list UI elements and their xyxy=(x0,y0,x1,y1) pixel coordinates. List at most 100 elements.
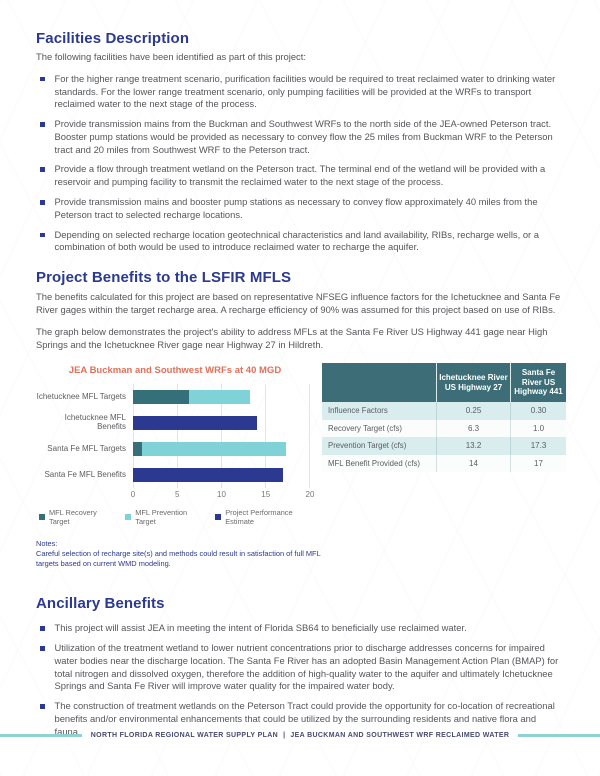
x-axis-tick-label: 0 xyxy=(130,490,136,500)
bar-track xyxy=(133,442,310,457)
table-header-cell-empty xyxy=(322,363,436,402)
bullet-text: Utilization of the treatment wetland to … xyxy=(54,642,559,692)
square-bullet-icon xyxy=(40,167,45,172)
row-label-cell: Influence Factors xyxy=(328,406,388,416)
table-row: Influence Factors 0.25 0.30 xyxy=(322,402,566,420)
notes-text: Careful selection of recharge site(s) an… xyxy=(36,549,321,569)
legend-swatch xyxy=(39,514,45,521)
value-cell: 14 xyxy=(436,454,510,473)
bar-segment xyxy=(133,390,189,405)
bar-category-label: Ichetucknee MFL Targets xyxy=(36,391,126,401)
bar-track xyxy=(133,416,310,431)
list-item: Provide a flow through treatment wetland… xyxy=(36,163,564,189)
bar-track xyxy=(133,390,310,405)
section-ancillary: Ancillary Benefits This project will ass… xyxy=(36,595,564,738)
benefits-paragraph-2: The graph below demonstrates the project… xyxy=(36,325,548,350)
row-label-cell: MFL Benefit Provided (cfs) xyxy=(328,458,421,468)
x-axis-tick-label: 5 xyxy=(175,490,180,500)
list-item: Depending on selected recharge location … xyxy=(36,229,564,255)
facilities-title: Facilities Description xyxy=(36,30,190,47)
notes-label: Notes: xyxy=(36,539,58,549)
bullet-text: Provide transmission mains from the Buck… xyxy=(54,118,553,155)
benefits-paragraph-1: The benefits calculated for this project… xyxy=(36,291,561,315)
table-header-cell-ichetucknee: Ichetucknee River US Highway 27 xyxy=(436,363,510,403)
table-row: MFL Benefit Provided (cfs) 14 17 xyxy=(322,454,566,473)
square-bullet-icon xyxy=(40,232,45,238)
footer-plan-name: NORTH FLORIDA REGIONAL WATER SUPPLY PLAN xyxy=(90,732,279,739)
section-benefits: Project Benefits to the LSFIR MFLS The b… xyxy=(36,269,564,351)
bar-segment xyxy=(188,390,250,405)
facilities-bullet-list: For the higher range treatment scenario,… xyxy=(36,73,564,254)
value-cell: 17.3 xyxy=(510,437,566,455)
table-header-cell-santafe: Santa Fe River US Highway 441 xyxy=(510,363,566,403)
legend-swatch xyxy=(125,514,132,521)
table-row: Prevention Target (cfs) 13.2 17.3 xyxy=(322,437,566,455)
legend-swatch xyxy=(215,514,222,521)
ancillary-title: Ancillary Benefits xyxy=(36,595,165,613)
bullet-text: This project will assist JEA in meeting … xyxy=(54,622,467,634)
legend-item: MFL Prevention Target xyxy=(125,508,202,526)
ancillary-bullet-list: This project will assist JEA in meeting … xyxy=(36,622,564,738)
legend-item: Project Performance Estimate xyxy=(215,508,314,526)
bar-category-label: Santa Fe MFL Targets xyxy=(47,443,126,453)
row-label-cell: Recovery Target (cfs) xyxy=(328,423,402,433)
x-axis-tick-label: 20 xyxy=(305,490,315,500)
bar-category-label: Ichetucknee MFL Benefits xyxy=(64,413,126,432)
value-cell: 0.25 xyxy=(436,402,510,420)
bullet-text: Provide transmission mains and booster p… xyxy=(54,196,538,220)
chart-x-axis: 0 5 10 15 20 xyxy=(130,488,315,501)
x-axis-tick-label: 15 xyxy=(261,490,271,500)
notes-block: Notes: Careful selection of recharge sit… xyxy=(36,539,564,569)
list-item: The construction of treatment wetlands o… xyxy=(36,700,564,738)
bullet-text: Depending on selected recharge location … xyxy=(54,228,539,253)
square-bullet-icon xyxy=(40,76,45,82)
value-cell: 6.3 xyxy=(436,419,510,438)
footer-project-name: JEA BUCKMAN AND SOUTHWEST WRF RECLAIMED … xyxy=(290,732,510,739)
table-header-row: Ichetucknee River US Highway 27 Santa Fe… xyxy=(322,363,566,403)
row-label-cell: Prevention Target (cfs) xyxy=(328,441,407,451)
footer-separator: | xyxy=(283,732,286,739)
bar-category-label: Santa Fe MFL Benefits xyxy=(44,469,126,479)
value-cell: 0.30 xyxy=(510,402,566,420)
square-bullet-icon xyxy=(40,704,45,709)
legend-item: MFL Recovery Target xyxy=(39,508,112,526)
value-cell: 17 xyxy=(510,454,566,473)
legend-label: MFL Prevention Target xyxy=(135,508,188,527)
legend-label: MFL Recovery Target xyxy=(49,508,97,527)
footer-rule-left xyxy=(0,734,82,737)
benefits-title: Project Benefits to the LSFIR MFLS xyxy=(36,269,292,287)
bullet-text: For the higher range treatment scenario,… xyxy=(54,72,556,110)
bar-track xyxy=(133,468,310,483)
facilities-intro: The following facilities have been ident… xyxy=(36,51,306,62)
square-bullet-icon xyxy=(40,122,45,127)
value-cell: 13.2 xyxy=(436,437,510,455)
bar-segment xyxy=(133,416,257,431)
legend-label: Project Performance Estimate xyxy=(225,508,293,527)
list-item: Provide transmission mains from the Buck… xyxy=(36,118,564,156)
bar-segment xyxy=(133,468,284,483)
bullet-text: The construction of treatment wetlands o… xyxy=(54,700,555,737)
page-footer: NORTH FLORIDA REGIONAL WATER SUPPLY PLAN… xyxy=(0,732,600,739)
bar-row: Santa Fe MFL Targets xyxy=(36,436,314,462)
bar-row: Ichetucknee MFL Targets xyxy=(36,384,314,410)
bar-row: Ichetucknee MFL Benefits xyxy=(36,410,314,436)
list-item: Provide transmission mains and booster p… xyxy=(36,196,564,222)
mfl-benefits-table: Ichetucknee River US Highway 27 Santa Fe… xyxy=(322,363,566,473)
square-bullet-icon xyxy=(40,200,45,205)
figure-row: JEA Buckman and Southwest WRFs at 40 MGD… xyxy=(36,363,566,526)
bar-segment xyxy=(133,442,142,457)
table-row: Recovery Target (cfs) 6.3 1.0 xyxy=(322,419,566,438)
footer-rule-right xyxy=(518,734,600,737)
chart-title: JEA Buckman and Southwest WRFs at 40 MGD xyxy=(68,365,282,377)
bar-row: Santa Fe MFL Benefits xyxy=(36,462,314,488)
list-item: Utilization of the treatment wetland to … xyxy=(36,642,564,693)
bullet-text: Provide a flow through treatment wetland… xyxy=(54,163,546,188)
bar-segment xyxy=(141,442,287,457)
chart-legend: MFL Recovery Target MFL Prevention Target… xyxy=(39,508,314,526)
value-cell: 1.0 xyxy=(510,419,566,438)
x-axis-tick-label: 10 xyxy=(217,490,226,500)
chart-plot-area: Ichetucknee MFL Targets Ichetucknee MFL B… xyxy=(36,384,314,489)
list-item: This project will assist JEA in meeting … xyxy=(36,622,564,635)
square-bullet-icon xyxy=(40,646,45,651)
